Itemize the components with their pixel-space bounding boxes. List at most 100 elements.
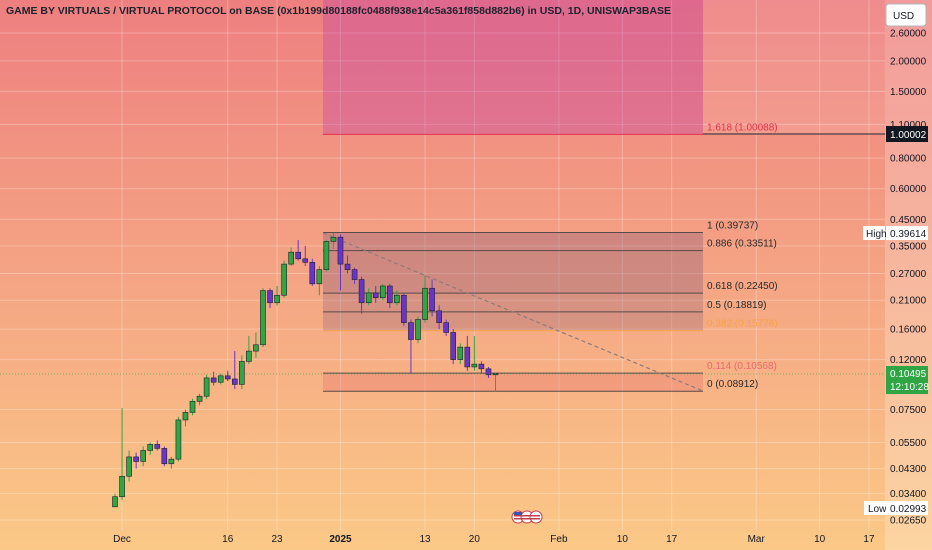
price-axis-tick-label: 0.02650 [890, 516, 927, 527]
countdown: 12:10:28 [890, 382, 929, 393]
high-label: High [866, 229, 887, 240]
low-tag: Low 0.02993 [864, 501, 928, 515]
candle-body [267, 290, 273, 304]
candle-body [415, 319, 421, 340]
candle-body [140, 450, 146, 462]
candle-body [154, 444, 161, 449]
candle-body [295, 251, 302, 260]
candle-body [203, 377, 210, 397]
candle-body [478, 363, 485, 370]
candle-body [196, 395, 203, 402]
candle-body [253, 344, 259, 352]
candle-body [436, 310, 442, 323]
candle-body [281, 263, 287, 296]
candle-body [168, 458, 175, 465]
fib-level-label: 0.618 (0.22450) [707, 281, 778, 292]
us-flag-event-icon[interactable] [511, 510, 543, 524]
fibonacci-retracement[interactable] [322, 0, 885, 392]
last-price-tag: 0.10495 12:10:28 [886, 366, 929, 394]
candle-body [210, 377, 217, 383]
fib-level-label: 0 (0.08912) [707, 379, 758, 390]
price-axis-tick-label: 0.35000 [890, 241, 927, 252]
currency-label: USD [893, 11, 914, 22]
price-axis-tick-label: 0.07500 [890, 405, 927, 416]
candle-body [387, 285, 393, 304]
candle-body [161, 448, 168, 465]
candle-body [401, 294, 407, 323]
candle-body [344, 263, 351, 270]
low-value: 0.02993 [890, 504, 927, 515]
fib-level-label: 1 (0.39737) [707, 220, 758, 231]
time-axis-tick-label: 17 [666, 534, 678, 545]
price-axis-tick-label: 0.45000 [890, 215, 927, 226]
candle-body [274, 294, 280, 304]
candle-body [422, 287, 428, 320]
high-value: 0.39614 [890, 229, 927, 240]
candle-body [408, 322, 414, 340]
fib-level-label: 0.114 (0.10568) [707, 361, 777, 372]
time-axis-tick-label: 10 [814, 534, 826, 545]
fib-level-label: 0.886 (0.33511) [707, 239, 777, 250]
price-axis-tick-label: 0.05500 [890, 438, 927, 449]
candle-body [379, 285, 386, 298]
candle-body [112, 496, 118, 508]
price-axis-background [885, 0, 932, 550]
time-axis-tick-label: 20 [469, 534, 481, 545]
candle-body [464, 346, 471, 368]
candle-body [217, 375, 224, 383]
candle-body [182, 412, 189, 421]
time-axis-tick-label: 10 [617, 534, 629, 545]
time-axis-tick-label: 16 [222, 534, 234, 545]
price-axis-tick-label: 0.04300 [890, 464, 927, 475]
candle-body [231, 378, 238, 385]
fib-lines [323, 133, 703, 392]
chart-title: GAME BY VIRTUALS / VIRTUAL PROTOCOL on B… [6, 5, 671, 17]
fib-level-label: 0.382 (0.15776) [707, 319, 778, 330]
candle-body [246, 350, 252, 362]
candle-body [323, 241, 330, 270]
candle-body [372, 292, 379, 298]
candle-body [309, 262, 316, 285]
price-axis-tick-label: 0.21000 [890, 296, 927, 307]
time-axis-tick-label: 2025 [329, 534, 352, 545]
candle-body [485, 368, 492, 376]
fib-extension-zone [323, 0, 703, 135]
candle-body [450, 332, 457, 360]
candle-body [288, 251, 294, 265]
time-axis-tick-label: 13 [419, 534, 431, 545]
candle-body [443, 322, 449, 333]
candle-body [260, 290, 266, 346]
time-axis[interactable]: Dec 16 23 2025 13 20 Feb 10 17 Mar 10 17 [113, 534, 875, 545]
candle-body [337, 236, 344, 265]
candle-body [471, 363, 478, 368]
time-axis-tick-label: 23 [272, 534, 284, 545]
candle-body [429, 287, 435, 312]
time-axis-tick-label: Dec [113, 534, 131, 545]
fib-level-label: 0.5 (0.18819) [707, 300, 767, 311]
fib-box-114-to-0 [323, 374, 703, 391]
price-axis-tick-label: 0.80000 [890, 154, 927, 165]
candle-body [224, 375, 231, 380]
price-axis-tick-label: 0.16000 [890, 325, 927, 336]
grid [0, 0, 885, 530]
candle-body [330, 236, 337, 242]
candle-body [351, 269, 358, 280]
fib-box-1-to-618 [323, 233, 703, 293]
fib-labels: 1.618 (1.00088) 1 (0.39737) 0.886 (0.33511… [707, 122, 778, 390]
price-axis-tick-label: 0.03400 [890, 489, 927, 500]
candle-body [239, 361, 245, 385]
price-axis[interactable]: 2.60000 2.00000 1.50000 1.10000 0.80000 0.600… [890, 29, 927, 527]
candle-body [175, 419, 182, 460]
candle-body [119, 475, 125, 498]
candle-body [126, 456, 132, 477]
fib-upper-extension [703, 0, 885, 135]
currency-button[interactable]: USD [885, 3, 927, 27]
price-axis-tick-label: 0.12000 [890, 355, 927, 366]
last-price-value: 0.10495 [890, 369, 927, 380]
price-axis-tick-label: 2.00000 [890, 56, 927, 67]
candle-body [316, 269, 323, 285]
price-axis-tick-label: 0.27000 [890, 269, 927, 280]
